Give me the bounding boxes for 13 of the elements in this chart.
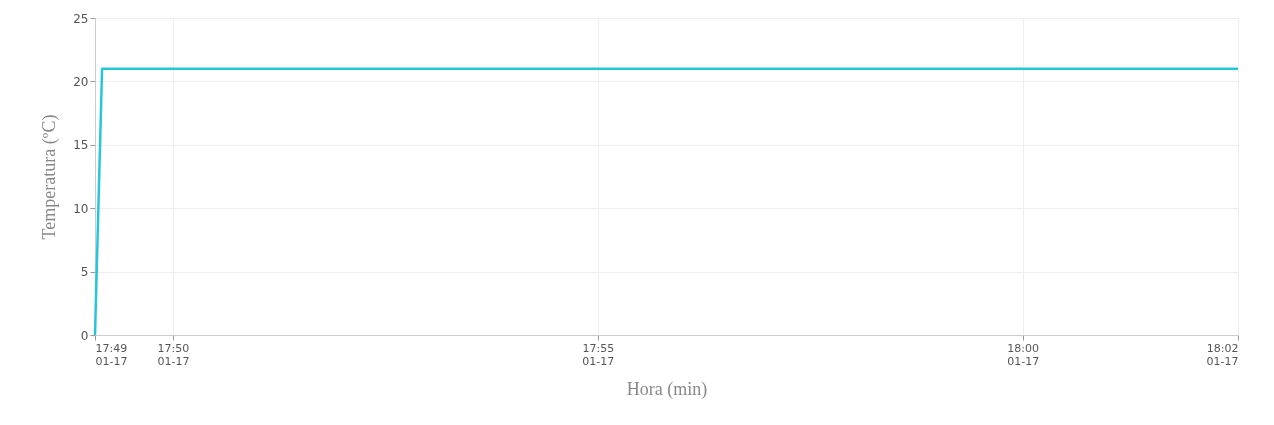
y-tick-label: 15 — [73, 138, 89, 153]
y-tick-label: 10 — [73, 201, 89, 216]
y-tick-label: 0 — [80, 328, 89, 343]
x-tick-label: 17:49 01-17 — [95, 341, 128, 368]
x-axis-title: Hora (min) — [626, 378, 708, 400]
y-axis-title: Temperatura (ºC) — [39, 114, 61, 240]
x-tick-label: 18:02 01-17 — [1206, 341, 1239, 368]
y-tick-label: 25 — [73, 11, 89, 26]
x-tick-label: 18:00 01-17 — [1007, 341, 1040, 368]
y-tick-label: 20 — [73, 74, 89, 89]
y-tick-label: 5 — [80, 265, 89, 280]
x-tick-label: 17:50 01-17 — [157, 341, 190, 368]
x-tick-label: 17:55 01-17 — [582, 341, 615, 368]
